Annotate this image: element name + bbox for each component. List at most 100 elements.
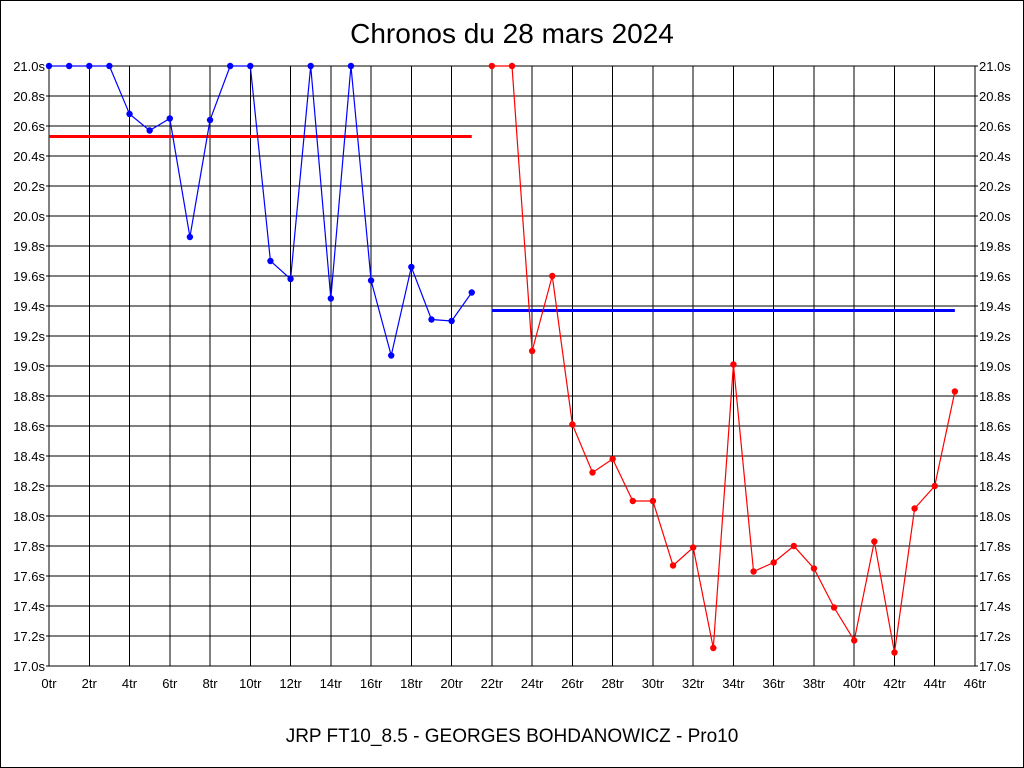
data-point bbox=[226, 62, 234, 70]
y-tick-label-left: 18.4s bbox=[13, 449, 45, 464]
x-tick-label: 24tr bbox=[521, 676, 544, 691]
x-tick-label: 28tr bbox=[601, 676, 624, 691]
data-point bbox=[186, 233, 194, 241]
y-tick-label-right: 17.6s bbox=[979, 569, 1011, 584]
x-tick-label: 12tr bbox=[279, 676, 302, 691]
y-tick-label-right: 20.8s bbox=[979, 89, 1011, 104]
data-point bbox=[830, 604, 838, 611]
data-point bbox=[307, 62, 314, 70]
y-tick-label-left: 20.8s bbox=[13, 89, 45, 104]
x-tick-label: 16tr bbox=[360, 676, 383, 691]
y-tick-label-right: 19.0s bbox=[979, 359, 1011, 374]
data-point bbox=[388, 352, 395, 359]
data-point bbox=[166, 115, 173, 122]
x-tick-label: 30tr bbox=[642, 676, 665, 691]
x-tick-label: 38tr bbox=[803, 676, 826, 691]
y-tick-label-right: 19.4s bbox=[979, 299, 1011, 314]
y-tick-label-left: 18.2s bbox=[13, 479, 45, 494]
data-point bbox=[508, 62, 516, 70]
data-point bbox=[790, 542, 798, 550]
data-point bbox=[126, 110, 133, 118]
data-point bbox=[448, 317, 455, 325]
data-point bbox=[629, 497, 636, 505]
data-point bbox=[528, 347, 536, 355]
y-tick-label-left: 20.4s bbox=[13, 149, 45, 164]
y-tick-label-right: 18.0s bbox=[979, 509, 1011, 524]
data-point bbox=[146, 127, 153, 134]
data-point bbox=[911, 505, 918, 512]
x-tick-label: 34tr bbox=[722, 676, 745, 691]
y-tick-label-left: 17.4s bbox=[13, 599, 45, 614]
data-point bbox=[408, 263, 415, 271]
grid bbox=[48, 65, 976, 667]
x-tick-label: 32tr bbox=[682, 676, 705, 691]
y-tick-label-left: 18.0s bbox=[13, 509, 45, 524]
y-tick-label-right: 19.8s bbox=[979, 239, 1011, 254]
y-tick-label-right: 17.8s bbox=[979, 539, 1011, 554]
y-tick-label-right: 18.8s bbox=[979, 389, 1011, 404]
y-tick-label-right: 19.2s bbox=[979, 329, 1011, 344]
y-tick-label-left: 20.2s bbox=[13, 179, 45, 194]
data-point bbox=[347, 62, 355, 70]
data-point bbox=[206, 116, 214, 124]
x-tick-label: 14tr bbox=[320, 676, 343, 691]
y-tick-label-right: 20.6s bbox=[979, 119, 1011, 134]
y-tick-label-left: 18.8s bbox=[13, 389, 45, 404]
y-tick-label-left: 19.6s bbox=[13, 269, 45, 284]
data-point bbox=[851, 637, 858, 644]
data-point bbox=[589, 469, 596, 476]
data-point bbox=[569, 421, 576, 428]
data-point bbox=[689, 544, 697, 551]
data-point bbox=[710, 644, 717, 652]
data-point bbox=[931, 482, 938, 490]
axes: 0tr 2tr 4tr 6tr 8tr 10tr 12tr 14tr 16tr 18tr 20tr 2… bbox=[13, 59, 1011, 691]
data-point bbox=[750, 568, 757, 575]
average-lines bbox=[49, 135, 955, 312]
y-tick-label-right: 18.2s bbox=[979, 479, 1011, 494]
x-tick-label: 46tr bbox=[964, 676, 987, 691]
y-tick-label-right: 20.0s bbox=[979, 209, 1011, 224]
y-tick-label-right: 17.2s bbox=[979, 629, 1011, 644]
y-tick-label-right: 20.4s bbox=[979, 149, 1011, 164]
y-tick-label-right: 20.2s bbox=[979, 179, 1011, 194]
data-point bbox=[488, 62, 496, 70]
data-point bbox=[891, 649, 898, 656]
data-point bbox=[770, 559, 777, 566]
y-tick-label-right: 19.6s bbox=[979, 269, 1011, 284]
series-line-2 bbox=[491, 65, 956, 653]
chart-title: Chronos du 28 mars 2024 bbox=[350, 18, 674, 49]
x-tick-label: 0tr bbox=[41, 676, 57, 691]
data-point bbox=[267, 257, 274, 265]
y-tick-label-left: 19.0s bbox=[13, 359, 45, 374]
data-point bbox=[468, 289, 475, 296]
x-tick-label: 20tr bbox=[440, 676, 463, 691]
series-group bbox=[45, 62, 959, 656]
data-point bbox=[327, 295, 335, 302]
data-point bbox=[871, 538, 878, 545]
x-tick-label: 6tr bbox=[162, 676, 178, 691]
x-tick-label: 40tr bbox=[843, 676, 866, 691]
x-tick-label: 8tr bbox=[202, 676, 218, 691]
data-point bbox=[247, 62, 254, 70]
y-tick-label-left: 19.2s bbox=[13, 329, 45, 344]
x-tick-label: 10tr bbox=[239, 676, 262, 691]
data-point bbox=[86, 62, 93, 70]
x-tick-label: 4tr bbox=[122, 676, 138, 691]
y-tick-label-right: 18.4s bbox=[979, 449, 1011, 464]
y-tick-label-left: 20.0s bbox=[13, 209, 45, 224]
chart-footer: JRP FT10_8.5 - GEORGES BOHDANOWICZ - Pro… bbox=[286, 726, 739, 747]
y-tick-label-left: 20.6s bbox=[13, 119, 45, 134]
data-point bbox=[549, 272, 556, 280]
y-tick-label-left: 21.0s bbox=[13, 59, 45, 74]
data-point bbox=[810, 565, 818, 572]
x-tick-label: 22tr bbox=[481, 676, 504, 691]
y-tick-label-left: 19.4s bbox=[13, 299, 45, 314]
y-tick-label-right: 17.4s bbox=[979, 599, 1011, 614]
data-point bbox=[287, 275, 294, 283]
x-tick-label: 42tr bbox=[883, 676, 906, 691]
data-point bbox=[669, 562, 677, 569]
x-tick-label: 26tr bbox=[561, 676, 584, 691]
x-tick-label: 2tr bbox=[82, 676, 98, 691]
data-point bbox=[367, 277, 375, 284]
